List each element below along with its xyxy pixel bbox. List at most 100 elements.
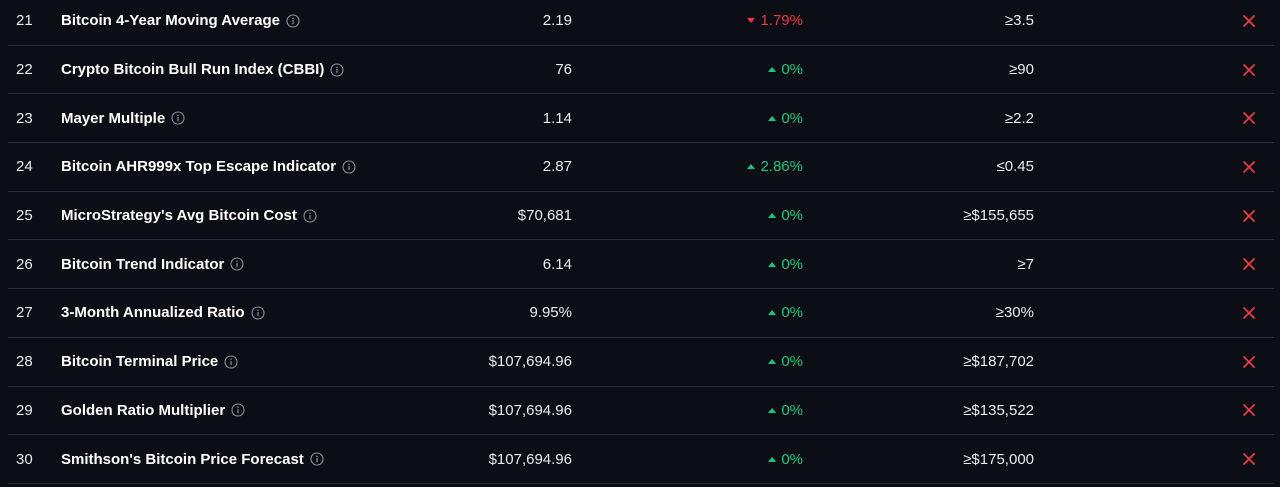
table-row[interactable]: 26 Bitcoin Trend Indicator 6.14 0% ≥7	[8, 240, 1274, 290]
indicator-name[interactable]: Crypto Bitcoin Bull Run Index (CBBI)	[61, 61, 325, 79]
row-rank: 21	[16, 12, 33, 30]
table-row[interactable]: 27 3-Month Annualized Ratio 9.95% 0% ≥30…	[8, 289, 1274, 338]
caret-up-icon	[768, 261, 777, 267]
indicator-name[interactable]: 3-Month Annualized Ratio	[61, 304, 245, 322]
indicator-name-cell: 3-Month Annualized Ratio	[61, 289, 481, 337]
indicator-name-cell: Golden Ratio Multiplier	[61, 387, 481, 435]
change-value: 0%	[781, 61, 803, 79]
indicator-name-cell: Mayer Multiple	[61, 94, 481, 142]
indicator-table: 21 Bitcoin 4-Year Moving Average 2.19 1.…	[8, 0, 1274, 484]
change-value: 0%	[781, 450, 803, 468]
indicator-name-cell: Crypto Bitcoin Bull Run Index (CBBI)	[61, 46, 481, 94]
table-row[interactable]: 24 Bitcoin AHR999x Top Escape Indicator …	[8, 143, 1274, 192]
info-icon[interactable]	[330, 62, 344, 77]
row-rank: 23	[16, 109, 33, 127]
change-24h: 0%	[648, 192, 803, 240]
caret-up-icon	[768, 407, 777, 413]
caret-up-icon	[768, 213, 777, 219]
indicator-name-cell: MicroStrategy's Avg Bitcoin Cost	[61, 192, 481, 240]
indicator-name-cell: Bitcoin Terminal Price	[61, 338, 481, 386]
x-icon	[1243, 404, 1255, 417]
indicator-name[interactable]: Bitcoin AHR999x Top Escape Indicator	[61, 158, 337, 176]
change-24h: 0%	[648, 289, 803, 337]
table-row[interactable]: 21 Bitcoin 4-Year Moving Average 2.19 1.…	[8, 0, 1274, 46]
info-icon[interactable]	[224, 355, 238, 369]
change-24h: 0%	[648, 240, 803, 288]
caret-up-icon	[768, 359, 777, 365]
info-icon[interactable]	[230, 257, 244, 271]
change-value: 0%	[781, 109, 803, 127]
change-value: 1.79%	[760, 12, 803, 30]
x-icon	[1243, 355, 1255, 368]
reference-target: ≥30%	[995, 304, 1034, 322]
caret-up-icon	[768, 310, 777, 316]
caret-down-icon	[747, 18, 756, 24]
caret-up-icon	[747, 164, 756, 170]
change-value: 0%	[781, 401, 803, 419]
indicator-name[interactable]: Golden Ratio Multiplier	[61, 401, 226, 419]
indicator-name-cell: Bitcoin AHR999x Top Escape Indicator	[61, 143, 481, 191]
info-icon[interactable]	[286, 14, 300, 28]
hit-status	[1234, 240, 1264, 288]
reference-target: ≥7	[1017, 255, 1034, 273]
change-24h: 0%	[648, 338, 803, 386]
row-rank: 25	[16, 207, 33, 225]
table-row[interactable]: 23 Mayer Multiple 1.14 0% ≥2.2	[8, 94, 1274, 144]
info-icon[interactable]	[303, 209, 317, 223]
reference-target: ≥$155,655	[963, 207, 1034, 225]
indicator-name-cell: Bitcoin Trend Indicator	[61, 240, 481, 288]
x-icon	[1243, 453, 1255, 465]
hit-status	[1234, 0, 1264, 45]
table-row[interactable]: 25 MicroStrategy's Avg Bitcoin Cost $70,…	[8, 192, 1274, 241]
row-rank: 30	[16, 450, 33, 468]
current-value: $107,694.96	[488, 401, 572, 419]
indicator-name[interactable]: Bitcoin Trend Indicator	[61, 255, 225, 273]
caret-up-icon	[768, 67, 777, 73]
change-24h: 0%	[648, 46, 803, 94]
row-rank: 22	[16, 61, 33, 79]
hit-status	[1234, 143, 1264, 191]
reference-target: ≥$187,702	[963, 353, 1034, 371]
reference-target: ≤0.45	[996, 158, 1034, 176]
row-rank: 29	[16, 401, 33, 419]
change-24h: 0%	[648, 94, 803, 142]
info-icon[interactable]	[342, 160, 356, 174]
info-icon[interactable]	[310, 452, 324, 466]
current-value: 2.19	[542, 12, 572, 30]
x-icon	[1243, 307, 1255, 319]
change-value: 0%	[781, 304, 803, 322]
table-row[interactable]: 30 Smithson's Bitcoin Price Forecast $10…	[8, 435, 1274, 484]
info-icon[interactable]	[171, 111, 185, 125]
hit-status	[1234, 192, 1264, 240]
indicator-name[interactable]: Smithson's Bitcoin Price Forecast	[61, 450, 304, 468]
row-rank: 27	[16, 304, 33, 322]
table-row[interactable]: 22 Crypto Bitcoin Bull Run Index (CBBI) …	[8, 46, 1274, 95]
change-value: 0%	[781, 207, 803, 225]
reference-target: ≥2.2	[1004, 109, 1034, 127]
info-icon[interactable]	[251, 306, 265, 320]
info-icon[interactable]	[231, 403, 245, 417]
indicator-name[interactable]: MicroStrategy's Avg Bitcoin Cost	[61, 207, 297, 225]
x-icon	[1243, 258, 1255, 271]
reference-target: ≥$175,000	[963, 450, 1034, 468]
reference-target: ≥3.5	[1004, 12, 1034, 30]
table-row[interactable]: 29 Golden Ratio Multiplier $107,694.96 0…	[8, 387, 1274, 436]
reference-target: ≥$135,522	[963, 401, 1034, 419]
indicator-name-cell: Smithson's Bitcoin Price Forecast	[61, 435, 481, 483]
hit-status	[1234, 387, 1264, 435]
hit-status	[1234, 289, 1264, 337]
indicator-name-cell: Bitcoin 4-Year Moving Average	[61, 0, 481, 45]
x-icon	[1243, 209, 1255, 222]
x-icon	[1243, 14, 1255, 27]
change-24h: 1.79%	[648, 0, 803, 45]
x-icon	[1243, 63, 1255, 76]
indicator-name[interactable]: Bitcoin Terminal Price	[61, 353, 219, 371]
x-icon	[1243, 161, 1255, 173]
change-24h: 0%	[648, 435, 803, 483]
x-icon	[1243, 112, 1255, 125]
indicator-name[interactable]: Bitcoin 4-Year Moving Average	[61, 12, 280, 30]
table-row[interactable]: 28 Bitcoin Terminal Price $107,694.96 0%…	[8, 338, 1274, 387]
indicator-name[interactable]: Mayer Multiple	[61, 109, 166, 127]
change-24h: 2.86%	[648, 143, 803, 191]
current-value: $107,694.96	[488, 450, 572, 468]
